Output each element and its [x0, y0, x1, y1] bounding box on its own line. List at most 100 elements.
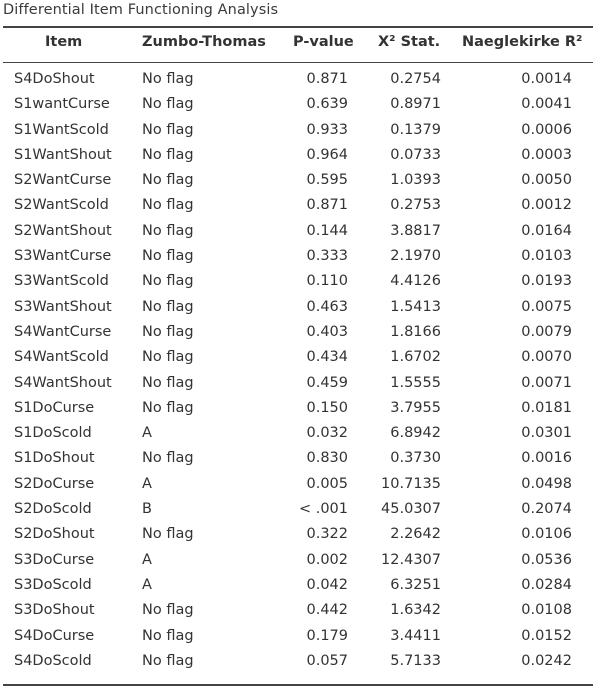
cell-x2-stat: 6.3251: [390, 576, 441, 593]
cell-item: S3WantScold: [14, 273, 109, 290]
cell-p-value: 0.002: [306, 551, 348, 568]
table-row: S1WantShout No flag 0.964 0.0733 0.0003: [0, 143, 602, 168]
cell-zumbo-thomas: No flag: [142, 374, 194, 391]
cell-x2-stat: 10.7135: [381, 475, 441, 492]
cell-item: S3WantCurse: [14, 248, 112, 265]
cell-x2-stat: 5.7133: [390, 652, 441, 669]
cell-zumbo-thomas: No flag: [142, 248, 194, 265]
cell-p-value: 0.459: [306, 374, 348, 391]
table-row: S3DoCurse A 0.002 12.4307 0.0536: [0, 548, 602, 573]
cell-x2-stat: 0.8971: [390, 96, 441, 113]
cell-item: S2WantCurse: [14, 172, 112, 189]
cell-zumbo-thomas: No flag: [142, 602, 194, 619]
cell-item: S4WantShout: [14, 374, 112, 391]
cell-naeglekirke-r2: 0.0075: [521, 298, 572, 315]
cell-zumbo-thomas: No flag: [142, 71, 194, 87]
cell-x2-stat: 6.8942: [390, 425, 441, 442]
table-row: S3DoShout No flag 0.442 1.6342 0.0108: [0, 598, 602, 623]
table-row: S1WantScold No flag 0.933 0.1379 0.0006: [0, 118, 602, 143]
cell-x2-stat: 45.0307: [381, 501, 441, 518]
cell-zumbo-thomas: No flag: [142, 222, 194, 239]
cell-p-value: 0.639: [306, 96, 348, 113]
cell-naeglekirke-r2: 0.0498: [521, 475, 572, 492]
cell-x2-stat: 1.6702: [390, 349, 441, 366]
cell-zumbo-thomas: A: [142, 475, 152, 492]
table-body: S4DoShout No flag 0.871 0.2754 0.0014 S1wantC…: [0, 67, 602, 674]
cell-x2-stat: 12.4307: [381, 551, 441, 568]
table-row: S3DoScold A 0.042 6.3251 0.0284: [0, 573, 602, 598]
cell-naeglekirke-r2: 0.0014: [521, 71, 572, 87]
cell-x2-stat: 0.1379: [390, 121, 441, 138]
table-row: S4WantScold No flag 0.434 1.6702 0.0070: [0, 345, 602, 370]
cell-zumbo-thomas: No flag: [142, 197, 194, 214]
cell-p-value: 0.179: [306, 627, 348, 644]
cell-zumbo-thomas: No flag: [142, 526, 194, 543]
table-row: S3WantScold No flag 0.110 4.4126 0.0193: [0, 269, 602, 294]
cell-x2-stat: 1.6342: [390, 602, 441, 619]
table-row: S1DoShout No flag 0.830 0.3730 0.0016: [0, 446, 602, 471]
cell-x2-stat: 2.2642: [390, 526, 441, 543]
cell-zumbo-thomas: No flag: [142, 349, 194, 366]
cell-p-value: 0.871: [306, 197, 348, 214]
cell-zumbo-thomas: No flag: [142, 627, 194, 644]
header-p-value: P-value: [293, 34, 354, 50]
cell-p-value: 0.442: [306, 602, 348, 619]
cell-x2-stat: 3.4411: [390, 627, 441, 644]
table-row: S2WantScold No flag 0.871 0.2753 0.0012: [0, 193, 602, 218]
table-row: S2DoShout No flag 0.322 2.2642 0.0106: [0, 522, 602, 547]
cell-item: S3DoScold: [14, 576, 92, 593]
header-item: Item: [45, 34, 83, 50]
cell-zumbo-thomas: A: [142, 425, 152, 442]
table-row: S4DoCurse No flag 0.179 3.4411 0.0152: [0, 624, 602, 649]
cell-p-value: 0.403: [306, 323, 348, 340]
cell-item: S4DoShout: [14, 71, 95, 87]
cell-x2-stat: 3.8817: [390, 222, 441, 239]
cell-p-value: 0.057: [306, 652, 348, 669]
cell-p-value: 0.322: [306, 526, 348, 543]
cell-item: S2WantShout: [14, 222, 112, 239]
table-row: S1wantCurse No flag 0.639 0.8971 0.0041: [0, 92, 602, 117]
cell-zumbo-thomas: B: [142, 501, 152, 518]
cell-naeglekirke-r2: 0.0006: [521, 121, 572, 138]
cell-p-value: 0.005: [306, 475, 348, 492]
cell-naeglekirke-r2: 0.0106: [521, 526, 572, 543]
cell-item: S4WantScold: [14, 349, 109, 366]
header-zumbo-thomas: Zumbo-Thomas: [142, 34, 266, 50]
cell-naeglekirke-r2: 0.0012: [521, 197, 572, 214]
cell-item: S3DoCurse: [14, 551, 95, 568]
cell-zumbo-thomas: No flag: [142, 172, 194, 189]
cell-x2-stat: 4.4126: [390, 273, 441, 290]
cell-naeglekirke-r2: 0.0108: [521, 602, 572, 619]
cell-naeglekirke-r2: 0.0071: [521, 374, 572, 391]
cell-naeglekirke-r2: 0.0181: [521, 399, 572, 416]
cell-x2-stat: 0.2753: [390, 197, 441, 214]
cell-zumbo-thomas: No flag: [142, 96, 194, 113]
cell-zumbo-thomas: No flag: [142, 273, 194, 290]
cell-item: S1DoShout: [14, 450, 95, 467]
cell-naeglekirke-r2: 0.0152: [521, 627, 572, 644]
cell-naeglekirke-r2: 0.0536: [521, 551, 572, 568]
cell-x2-stat: 1.8166: [390, 323, 441, 340]
cell-naeglekirke-r2: 0.0079: [521, 323, 572, 340]
cell-naeglekirke-r2: 0.2074: [521, 501, 572, 518]
cell-p-value: 0.463: [306, 298, 348, 315]
table-row: S4DoShout No flag 0.871 0.2754 0.0014: [0, 67, 602, 92]
cell-item: S2DoShout: [14, 526, 95, 543]
cell-x2-stat: 1.5555: [390, 374, 441, 391]
table-row: S1DoCurse No flag 0.150 3.7955 0.0181: [0, 396, 602, 421]
cell-x2-stat: 0.0733: [390, 146, 441, 163]
cell-zumbo-thomas: No flag: [142, 121, 194, 138]
header-rule: [3, 62, 593, 63]
table-row: S4WantShout No flag 0.459 1.5555 0.0071: [0, 371, 602, 396]
table-row: S2DoScold B < .001 45.0307 0.2074: [0, 497, 602, 522]
header-x2-stat: X² Stat.: [378, 34, 441, 50]
cell-p-value: 0.434: [306, 349, 348, 366]
cell-naeglekirke-r2: 0.0103: [521, 248, 572, 265]
table-row: S3WantCurse No flag 0.333 2.1970 0.0103: [0, 244, 602, 269]
cell-x2-stat: 1.0393: [390, 172, 441, 189]
cell-zumbo-thomas: No flag: [142, 146, 194, 163]
cell-p-value: 0.144: [306, 222, 348, 239]
cell-x2-stat: 1.5413: [390, 298, 441, 315]
table-row: S1DoScold A 0.032 6.8942 0.0301: [0, 421, 602, 446]
